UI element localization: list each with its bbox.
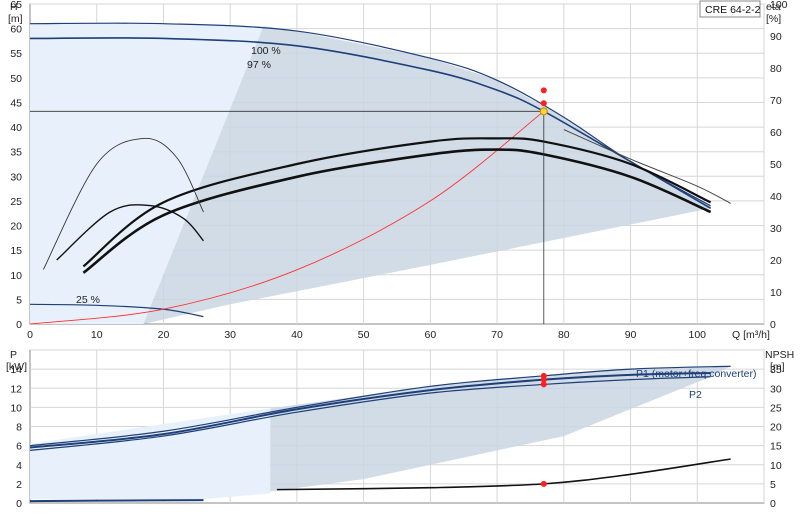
bottom-left-tick-label: 6 [16,441,22,453]
bottom-right-tick-label: 15 [770,441,782,453]
bottom-light-area [30,408,271,500]
bottom-series-line-1 [29,376,711,452]
duty-point-marker [539,107,548,116]
operating-areas [30,23,731,500]
bottom-right-axis-label-2: [m] [770,361,785,373]
top-series-line-4 [29,110,545,325]
top-left-tick-label: 55 [10,48,22,60]
top-right-tick-label: 30 [770,223,782,235]
p2-marker [540,381,547,388]
top-left-tick-label: 50 [10,73,22,85]
x-axis-label: Q [m³/h] [732,329,770,341]
top-left-tick-label: 25 [10,196,22,208]
chart-title: CRE 64-2-2 [705,4,761,16]
bottom-right-tick-label: 5 [770,479,776,491]
bottom-right-tick-label: 30 [770,383,782,395]
x-tick-label: 50 [358,329,370,341]
bottom-left-tick-label: 12 [10,383,22,395]
top-series-line-2 [29,303,204,318]
x-tick-label: 80 [558,329,570,341]
top-left-tick-label: 15 [10,245,22,257]
top-right-tick-label: 60 [770,127,782,139]
top-right-tick-label: 50 [770,159,782,171]
top-series-line-5 [82,137,712,268]
x-tick-label: 60 [425,329,437,341]
top-left-tick-label: 20 [10,221,22,233]
bottom-right-tick-label: 0 [770,498,776,510]
top-series-line-3 [563,129,731,204]
top-right-tick-label: 10 [770,287,782,299]
top-series-line-6 [82,148,712,274]
bottom-left-tick-label: 4 [16,460,22,472]
top-left-tick-label: 0 [16,319,22,331]
series-lines [29,22,731,503]
x-tick-label: 70 [491,329,503,341]
top-right-axis-label-2: [%] [766,13,781,25]
bottom-left-axis-label-1: P [10,349,17,361]
top-right-tick-label: 40 [770,191,782,203]
top-right-tick-label: 0 [770,319,776,331]
x-tick-label: 0 [27,329,33,341]
top-operating-band [143,26,711,325]
x-tick-label: 40 [291,329,303,341]
top-left-tick-label: 65 [10,0,22,11]
top-left-tick-label: 45 [10,97,22,109]
bottom-right-tick-label: 35 [770,364,782,376]
bottom-left-tick-label: 2 [16,479,22,491]
top-right-tick-label: 70 [770,95,782,107]
x-tick-label: 20 [158,329,170,341]
top-left-tick-label: 40 [10,122,22,134]
eta-total-marker [540,100,547,107]
bottom-left-axis-label-2: [kW] [6,361,27,373]
bottom-right-axis-label-1: NPSH [765,349,794,361]
bottom-left-tick-label: 14 [10,364,22,376]
bottom-operating-band [270,366,731,492]
bottom-series-line-3 [276,458,731,491]
p97-marker [540,376,547,383]
top-series-line-8 [56,204,205,261]
top-left-tick-label: 60 [10,24,22,36]
bottom-right-tick-label: 25 [770,402,782,414]
annotation-97-percent: 97 % [247,59,271,71]
eta-pump-marker [540,87,547,94]
top-right-axis-label-1: eta [766,1,781,13]
x-tick-label: 10 [91,329,103,341]
axis-labels: 0 10 20 30 40 50 60 70 80 90 100051015202530354045… [10,0,787,510]
bottom-right-tick-label: 20 [770,422,782,434]
top-left-tick-label: 35 [10,147,22,159]
bottom-left-tick-label: 0 [16,498,22,510]
x-tick-label: 30 [224,329,236,341]
annotation-100-percent: 100 % [251,45,281,57]
annotation-25-percent: 25 % [76,294,100,306]
bottom-left-tick-label: 10 [10,402,22,414]
top-left-axis-label-2: [m] [8,13,23,25]
legend-p2: P2 [689,389,702,401]
bottom-series-line-4 [29,499,204,503]
top-left-tick-label: 10 [10,270,22,282]
title-box [699,0,761,18]
top-left-axis-label-1: H [10,1,18,13]
top-right-tick-label: 80 [770,63,782,75]
bottom-series-line-0 [29,365,731,447]
legend-p1: P1 (motor+freq.converter) [636,368,757,380]
npsh-marker [540,480,547,487]
bottom-right-tick-label: 10 [770,460,782,472]
duty-points [539,87,548,487]
top-right-tick-label: 90 [770,31,782,43]
bottom-series-line-2 [29,371,711,449]
x-tick-label: 100 [689,329,707,341]
top-right-tick-label: 20 [770,255,782,267]
top-left-tick-label: 30 [10,171,22,183]
top-right-tick-label: 100 [770,0,788,11]
x-tick-label: 90 [625,329,637,341]
bottom-left-tick-label: 8 [16,422,22,434]
top-series-line-7 [42,137,204,270]
top-left-tick-label: 5 [16,294,22,306]
top-light-area [30,23,264,324]
